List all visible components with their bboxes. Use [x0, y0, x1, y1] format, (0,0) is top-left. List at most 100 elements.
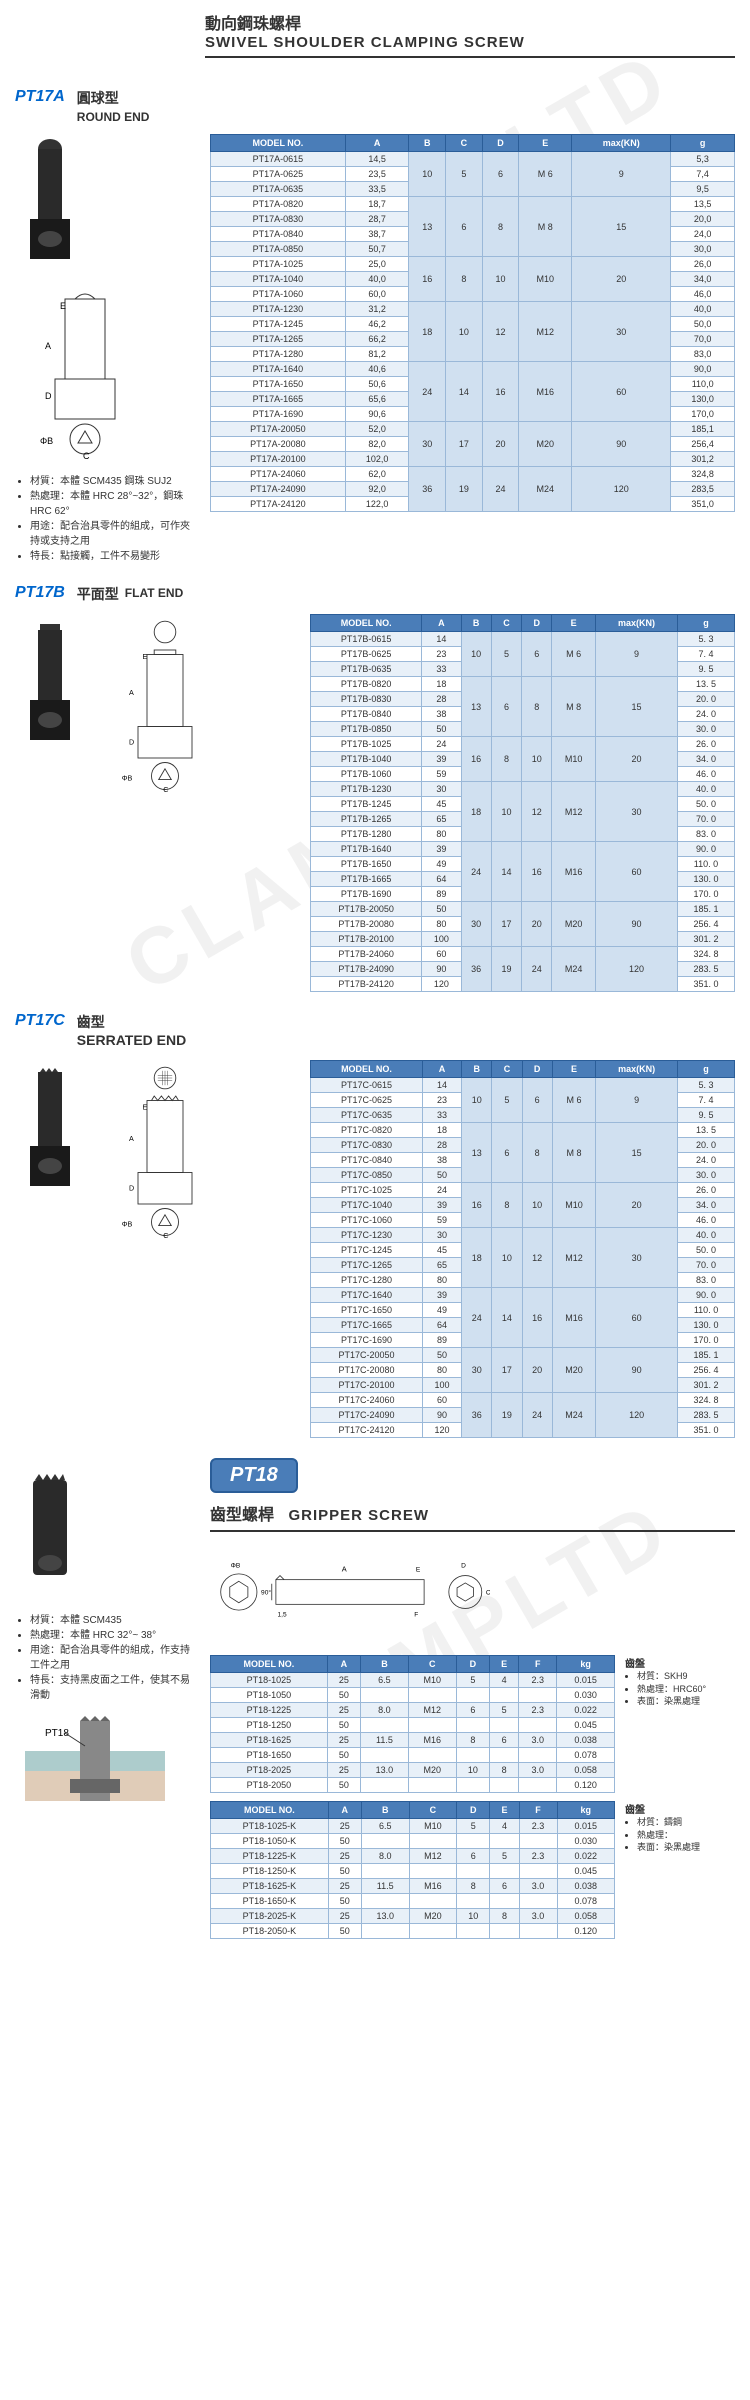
list-item: 特長：支持黑皮面之工件，使其不易滑動 [30, 1673, 195, 1703]
table-row: PT17C-10252416810M102026. 0 [311, 1183, 735, 1198]
table-row: PT18-1050500.030 [211, 1688, 615, 1703]
spec-table-pt18-2: MODEL NO.ABCDEFkgPT18-1025-K256.5M10542.… [210, 1801, 615, 1939]
table-row: PT17A-2406062,0361924M24120324,8 [211, 467, 735, 482]
svg-text:D: D [45, 391, 52, 401]
table-header: C [492, 1061, 522, 1078]
table-header: MODEL NO. [311, 1061, 423, 1078]
screw-image-gripper [15, 1458, 85, 1598]
notes-list: 材質：本體 SCM435 鋼珠 SUJ2熱處理：本體 HRC 28°~32°，鋼… [15, 474, 195, 564]
table-row: PT17C-0820181368M 81513. 5 [311, 1123, 735, 1138]
table-row: PT18-2050-K500.120 [211, 1924, 615, 1939]
list-item: 材質：SKH9 [637, 1670, 735, 1683]
table-header: D [522, 615, 552, 632]
table-header: max(KN) [572, 135, 671, 152]
list-item: 用途：配合治具零件的組成，作支持工件之用 [30, 1643, 195, 1673]
svg-text:C: C [163, 1231, 168, 1240]
list-item: 特長：點接觸，工件不易變形 [30, 549, 195, 564]
technical-diagram: E A D ΦB C [95, 614, 235, 794]
table-header: C [491, 615, 521, 632]
table-header: E [519, 135, 572, 152]
svg-text:E: E [143, 652, 148, 661]
table-header: MODEL NO. [211, 1802, 329, 1819]
table-header: A [422, 1061, 461, 1078]
svg-text:ΦB: ΦB [231, 1562, 241, 1569]
svg-text:E: E [416, 1566, 421, 1573]
subtitle-cn: 齒型 [77, 1014, 105, 1030]
subtitle-cn: 平面型 [77, 584, 119, 604]
product-code: PT17A [15, 88, 65, 106]
table-row: PT17A-102525,016810M102026,0 [211, 257, 735, 272]
svg-text:A: A [129, 1134, 134, 1143]
list-item: 材質：本體 SCM435 [30, 1613, 195, 1628]
main-title-en: SWIVEL SHOULDER CLAMPING SCREW [205, 34, 735, 51]
svg-text:A: A [342, 1564, 347, 1573]
subtitle-en: FLAT END [125, 586, 183, 600]
table-row: PT18-1225258.0M12652.30.022 [211, 1703, 615, 1718]
table-header: C [409, 1802, 457, 1819]
list-item: 表面：染黑處理 [637, 1841, 735, 1854]
section-pt18: 材質：本體 SCM435熱處理：本體 HRC 32°~ 38°用途：配合治具零件… [0, 1448, 750, 1949]
subtitle-cn: 圓球型 [77, 88, 150, 108]
table-row: PT17C-164039241416M166090. 0 [311, 1288, 735, 1303]
side-notes: 材質：SKH9熱處理：HRC60°表面：染黑處理 [625, 1670, 735, 1708]
table-row: PT18-1225-K258.0M12652.30.022 [211, 1849, 615, 1864]
table-row: PT18-16252511.5M16863.00.038 [211, 1733, 615, 1748]
table-header: D [482, 135, 519, 152]
svg-text:E: E [143, 1103, 148, 1112]
table-header: E [489, 1656, 518, 1673]
table-row: PT17B-123030181012M123040. 0 [311, 782, 735, 797]
table-row: PT17A-061514,51056M 695,3 [211, 152, 735, 167]
table-header: B [361, 1656, 409, 1673]
technical-diagram: E A D ΦB C [95, 1060, 235, 1240]
table-header: D [456, 1656, 489, 1673]
table-row: PT18-2025-K2513.0M201083.00.058 [211, 1909, 615, 1924]
section-pt17a: PT17A 圓球型 ROUND END E A D ΦB [0, 78, 750, 574]
technical-diagram: E A D ΦB C [15, 279, 155, 459]
table-row: PT17C-2005050301720M2090185. 1 [311, 1348, 735, 1363]
table-header: g [677, 615, 734, 632]
table-header: A [327, 1656, 360, 1673]
table-row: PT18-1050-K500.030 [211, 1834, 615, 1849]
table-header: B [361, 1802, 409, 1819]
list-item: 用途：配合治具零件的組成，可作夾持或支持之用 [30, 519, 195, 549]
table-row: PT18-1625-K2511.5M16863.00.038 [211, 1879, 615, 1894]
svg-text:C: C [486, 1589, 490, 1596]
table-row: PT17B-164039241416M166090. 0 [311, 842, 735, 857]
table-header: kg [557, 1802, 615, 1819]
table-header: B [409, 135, 446, 152]
section-pt17c: PT17C 齒型 SERRATED END E A [0, 1002, 750, 1448]
screw-image-flat [15, 614, 85, 754]
table-header: C [408, 1656, 456, 1673]
screw-image-round [15, 134, 85, 274]
svg-text:A: A [45, 341, 51, 351]
svg-text:1,5: 1,5 [278, 1612, 287, 1619]
table-row: PT17C-2406060361924M24120324. 8 [311, 1393, 735, 1408]
table-row: PT18-20252513.0M201083.00.058 [211, 1763, 615, 1778]
table-row: PT18-2050500.120 [211, 1778, 615, 1793]
svg-text:D: D [129, 1184, 134, 1193]
svg-text:D: D [461, 1562, 466, 1569]
table-row: PT17B-0615141056M 695. 3 [311, 632, 735, 647]
table-header: MODEL NO. [311, 615, 422, 632]
table-header: E [552, 1061, 596, 1078]
table-header: C [446, 135, 483, 152]
table-row: PT18-1650-K500.078 [211, 1894, 615, 1909]
side-notes: 材質：鑄鋼熱處理：表面：染黑處理 [625, 1816, 735, 1854]
table-row: PT17B-10252416810M102026. 0 [311, 737, 735, 752]
svg-text:A: A [129, 688, 134, 697]
spec-table-pt17b: MODEL NO.ABCDEmax(KN)gPT17B-0615141056M … [310, 614, 735, 992]
table-row: PT17C-0615141056M 695. 3 [311, 1078, 735, 1093]
screw-image-serrated [15, 1060, 85, 1200]
spec-table-pt17a: MODEL NO.ABCDEmax(KN)gPT17A-061514,51056… [210, 134, 735, 512]
table-row: PT17A-164040,6241416M166090,0 [211, 362, 735, 377]
svg-text:D: D [129, 738, 134, 747]
table-row: PT18-1025-K256.5M10542.30.015 [211, 1819, 615, 1834]
list-item: 熱處理：HRC60° [637, 1683, 735, 1696]
spec-table-pt18-1: MODEL NO.ABCDEFkgPT18-1025256.5M10542.30… [210, 1655, 615, 1793]
list-item: 熱處理： [637, 1829, 735, 1842]
table-header: MODEL NO. [211, 1656, 328, 1673]
notes-list: 材質：本體 SCM435熱處理：本體 HRC 32°~ 38°用途：配合治具零件… [15, 1613, 195, 1703]
pt18-badge: PT18 [210, 1458, 298, 1493]
svg-text:ΦB: ΦB [122, 1220, 133, 1229]
main-title-cn: 動向鋼珠螺桿 [205, 10, 735, 34]
